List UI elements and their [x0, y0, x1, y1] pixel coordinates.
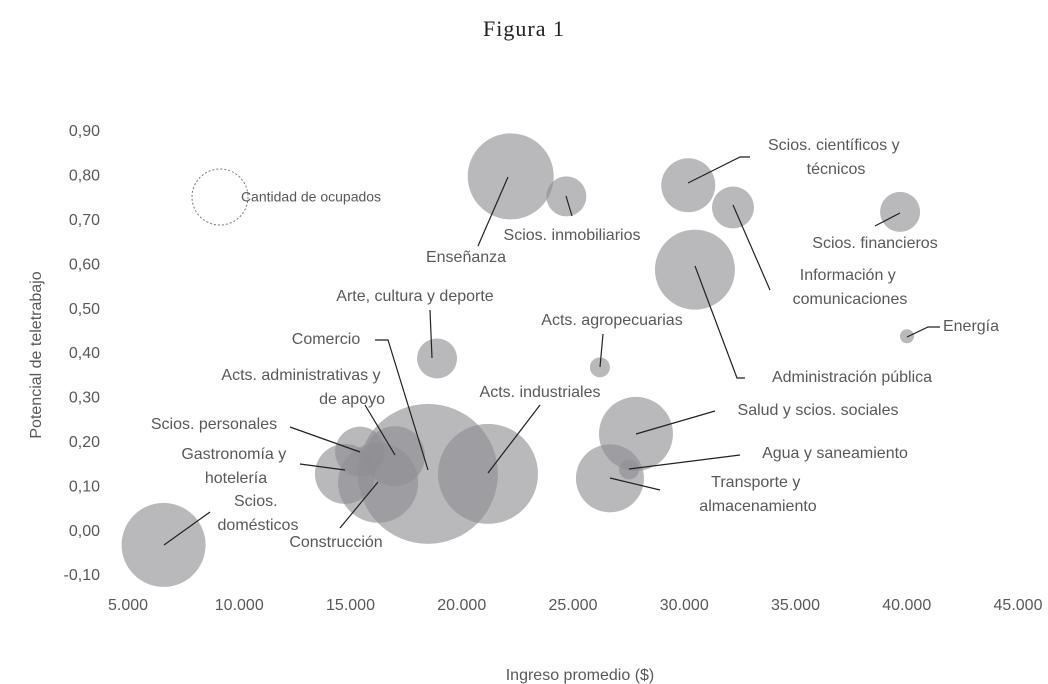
- x-tick-label: 30.000: [660, 597, 709, 614]
- bubble: [467, 133, 554, 220]
- bubble: [899, 329, 914, 344]
- x-tick-label: 15.000: [326, 597, 375, 614]
- leader-line: [339, 481, 379, 529]
- bubble-label: Scios. financieros: [812, 235, 937, 252]
- leader-line: [429, 309, 433, 359]
- bubble: [661, 158, 716, 213]
- y-tick-label: 0,30: [69, 390, 100, 407]
- bubble-label: Scios. inmobiliarios: [504, 227, 641, 244]
- leader-line: [635, 410, 716, 435]
- bubble-label: Scios. personales: [151, 416, 277, 433]
- x-tick-label: 10.000: [215, 597, 264, 614]
- leader-line: [364, 404, 396, 456]
- bubble: [438, 423, 539, 524]
- y-tick-label: 0,90: [69, 123, 100, 140]
- bubble-label: Acts. agropecuarias: [541, 312, 682, 329]
- leader-line: [299, 463, 346, 471]
- x-tick-label: 45.000: [994, 597, 1043, 614]
- x-tick-label: 25.000: [549, 597, 598, 614]
- y-tick-label: 0,00: [69, 523, 100, 540]
- y-tick-label: 0,50: [69, 301, 100, 318]
- bubble-label: Salud y scios. sociales: [738, 402, 899, 419]
- leader-line: [599, 333, 604, 368]
- chart-title: Figura 1: [483, 16, 565, 41]
- y-axis-label: Potencial de teletrabajo: [28, 271, 45, 438]
- leader-line: [628, 454, 741, 470]
- x-tick-label: 35.000: [771, 597, 820, 614]
- x-tick-label: 5.000: [108, 597, 148, 614]
- bubble-label: Construcción: [289, 534, 382, 551]
- x-axis-label: Ingreso promedio ($): [506, 667, 655, 684]
- x-tick-label: 40.000: [882, 597, 931, 614]
- bubble: [654, 229, 735, 310]
- x-tick-label: 20.000: [437, 597, 486, 614]
- y-tick-label: 0,40: [69, 345, 100, 362]
- bubble-label: Gastronomía y hotelería: [181, 446, 290, 487]
- bubble-label: Administración pública: [772, 369, 932, 386]
- leader-line: [163, 511, 211, 546]
- bubble-label: Scios. científicos y técnicos: [768, 137, 904, 178]
- leader-line: [906, 326, 940, 338]
- y-tick-label: 0,20: [69, 434, 100, 451]
- bubble: [589, 357, 610, 378]
- bubble: [417, 338, 458, 379]
- bubble-label: Acts. industriales: [480, 384, 601, 401]
- leader-line: [487, 404, 541, 474]
- bubble-label: Acts. administrativas y de apoyo: [221, 367, 385, 408]
- size-legend-circle: [191, 168, 249, 226]
- bubble-label: Arte, cultura y deporte: [336, 288, 494, 305]
- bubble: [711, 186, 754, 229]
- y-tick-label: 0,70: [69, 212, 100, 229]
- bubble-label: Scios. domésticos: [218, 493, 299, 534]
- leader-line: [694, 265, 745, 379]
- y-tick-label: 0,60: [69, 256, 100, 273]
- y-tick-label: 0,10: [69, 478, 100, 495]
- leader-line: [609, 477, 661, 491]
- leader-line: [289, 426, 361, 453]
- bubble-label: Enseñanza: [426, 249, 506, 266]
- y-tick-label: 0,80: [69, 168, 100, 185]
- bubble-label: Comercio: [292, 331, 361, 348]
- leader-line: [375, 339, 429, 471]
- bubble-label: Agua y saneamiento: [762, 445, 908, 462]
- y-tick-label: -0,10: [64, 567, 101, 584]
- bubble-label: Transporte y almacenamiento: [699, 474, 817, 515]
- bubble: [880, 191, 921, 232]
- bubble: [121, 502, 206, 587]
- bubble-label: Energía: [943, 318, 999, 335]
- size-legend-label: Cantidad de ocupados: [241, 189, 381, 205]
- leader-line: [565, 195, 573, 217]
- leader-line: [874, 212, 901, 227]
- bubble-label: Información y comunicaciones: [793, 267, 908, 308]
- leader-line: [687, 156, 750, 184]
- leader-line: [732, 204, 771, 291]
- leader-line: [477, 176, 509, 247]
